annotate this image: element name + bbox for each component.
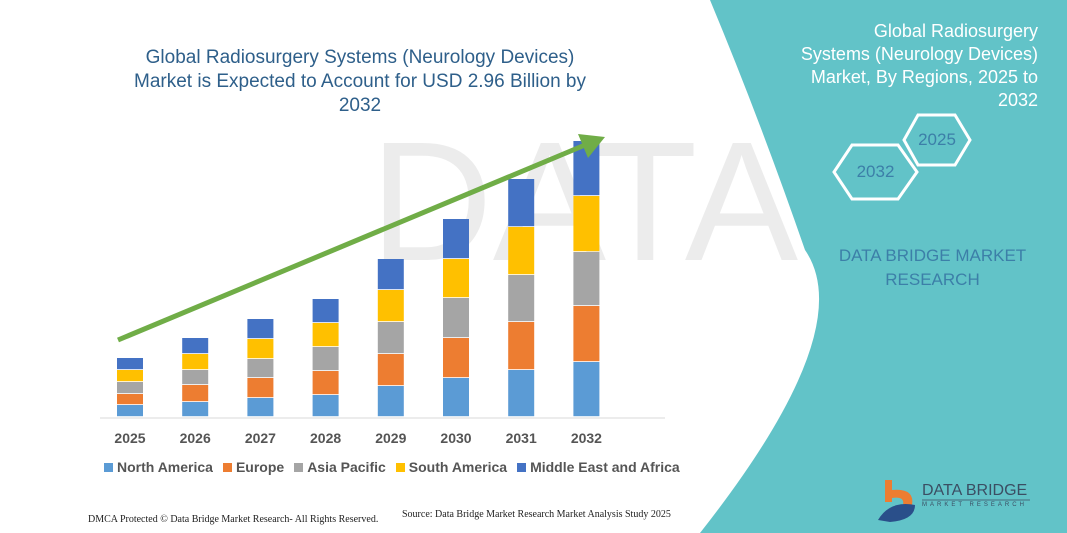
bar-segment-2029-4 [377, 259, 404, 290]
bar-segment-2026-4 [182, 338, 209, 354]
panel-title: Global Radiosurgery Systems (Neurology D… [800, 21, 1038, 110]
bar-segment-2029-0 [377, 386, 404, 417]
bar-segment-2026-0 [182, 402, 209, 417]
bar-segment-2025-0 [117, 405, 143, 417]
legend-swatch [395, 462, 405, 472]
logo-icon [878, 480, 915, 522]
bar-segment-2032-3 [573, 196, 600, 252]
bar-segment-2027-3 [247, 339, 274, 359]
legend-item: South America [395, 459, 508, 475]
chart-title: Global Radiosurgery Systems (Neurology D… [134, 47, 586, 116]
logo-sub: MARKET RESEARCH [922, 502, 1027, 508]
logo-name: DATA BRIDGE [922, 482, 1028, 499]
legend-label: Middle East and Africa [530, 459, 680, 475]
trend-arrowhead [578, 134, 605, 158]
bar-segment-2028-1 [312, 371, 339, 395]
legend-item: Middle East and Africa [517, 459, 680, 475]
hex-label-2032: 2032 [856, 162, 895, 181]
bar-segment-2027-2 [247, 359, 274, 378]
x-tick-label: 2026 [180, 430, 211, 446]
x-tick-label: 2029 [375, 430, 406, 446]
legend-swatch [517, 462, 527, 472]
bar-segment-2032-2 [573, 252, 600, 306]
legend-item: North America [104, 459, 213, 475]
bar-segment-2031-1 [508, 322, 535, 370]
legend-label: South America [408, 459, 508, 475]
bar-segment-2030-0 [443, 378, 469, 417]
x-tick-label: 2030 [440, 430, 471, 446]
right-panel-bg [700, 0, 1067, 533]
legend: North America Europe Asia Pacific South Ame… [104, 459, 680, 475]
legend-item: Asia Pacific [294, 459, 386, 475]
x-tick-label: 2032 [571, 430, 602, 446]
bar-segment-2025-2 [117, 382, 143, 394]
x-tick-label: 2031 [506, 430, 537, 446]
bar-segment-2028-2 [312, 347, 339, 371]
trend-arrow [117, 142, 586, 343]
bar-segment-2030-1 [443, 338, 469, 378]
dmca-notice: DMCA Protected © Data Bridge Market Rese… [88, 514, 379, 525]
legend-label: Asia Pacific [307, 459, 386, 475]
bar-segment-2027-4 [247, 319, 274, 339]
bar-segment-2031-0 [508, 370, 535, 417]
bar-segment-2028-0 [312, 395, 339, 417]
x-tick-label: 2027 [245, 430, 276, 446]
bar-segment-2027-0 [247, 398, 274, 417]
bar-segment-2032-1 [573, 306, 600, 362]
bar-segment-2026-3 [182, 354, 209, 370]
bar-segment-2025-3 [117, 370, 143, 382]
source-note: Source: Data Bridge Market Research Mark… [402, 509, 671, 520]
bar-segment-2025-4 [117, 358, 143, 370]
hexagon-2025 [902, 113, 972, 167]
bar-segment-2032-0 [573, 362, 600, 417]
legend-label: North America [117, 459, 213, 475]
bar-segment-2029-3 [377, 290, 404, 322]
x-tick-label: 2025 [114, 430, 145, 446]
hex-label-2025: 2025 [918, 130, 956, 149]
hexagon-2032 [832, 143, 919, 201]
x-tick-label: 2028 [310, 430, 341, 446]
bar-segment-2031-3 [508, 227, 535, 275]
bar-segment-2027-1 [247, 378, 274, 398]
bar-segment-2031-2 [508, 275, 535, 322]
bar-segment-2026-1 [182, 385, 209, 402]
bar-segment-2030-3 [443, 259, 469, 298]
bar-segment-2025-1 [117, 394, 143, 405]
bar-segment-2028-3 [312, 323, 339, 347]
bar-segment-2029-2 [377, 322, 404, 354]
legend-item: Europe [222, 459, 285, 475]
bar-segment-2028-4 [312, 299, 339, 323]
legend-swatch [294, 462, 304, 472]
bar-segment-2029-1 [377, 354, 404, 386]
bar-segment-2030-2 [443, 298, 469, 338]
legend-swatch [104, 462, 113, 472]
brand-text: DATA BRIDGE MARKET RESEARCH [838, 246, 1027, 289]
legend-swatch [222, 462, 232, 472]
bar-segment-2030-4 [443, 219, 469, 259]
legend-label: Europe [235, 459, 285, 475]
bar-segment-2026-2 [182, 370, 209, 385]
bar-segment-2031-4 [508, 179, 535, 227]
